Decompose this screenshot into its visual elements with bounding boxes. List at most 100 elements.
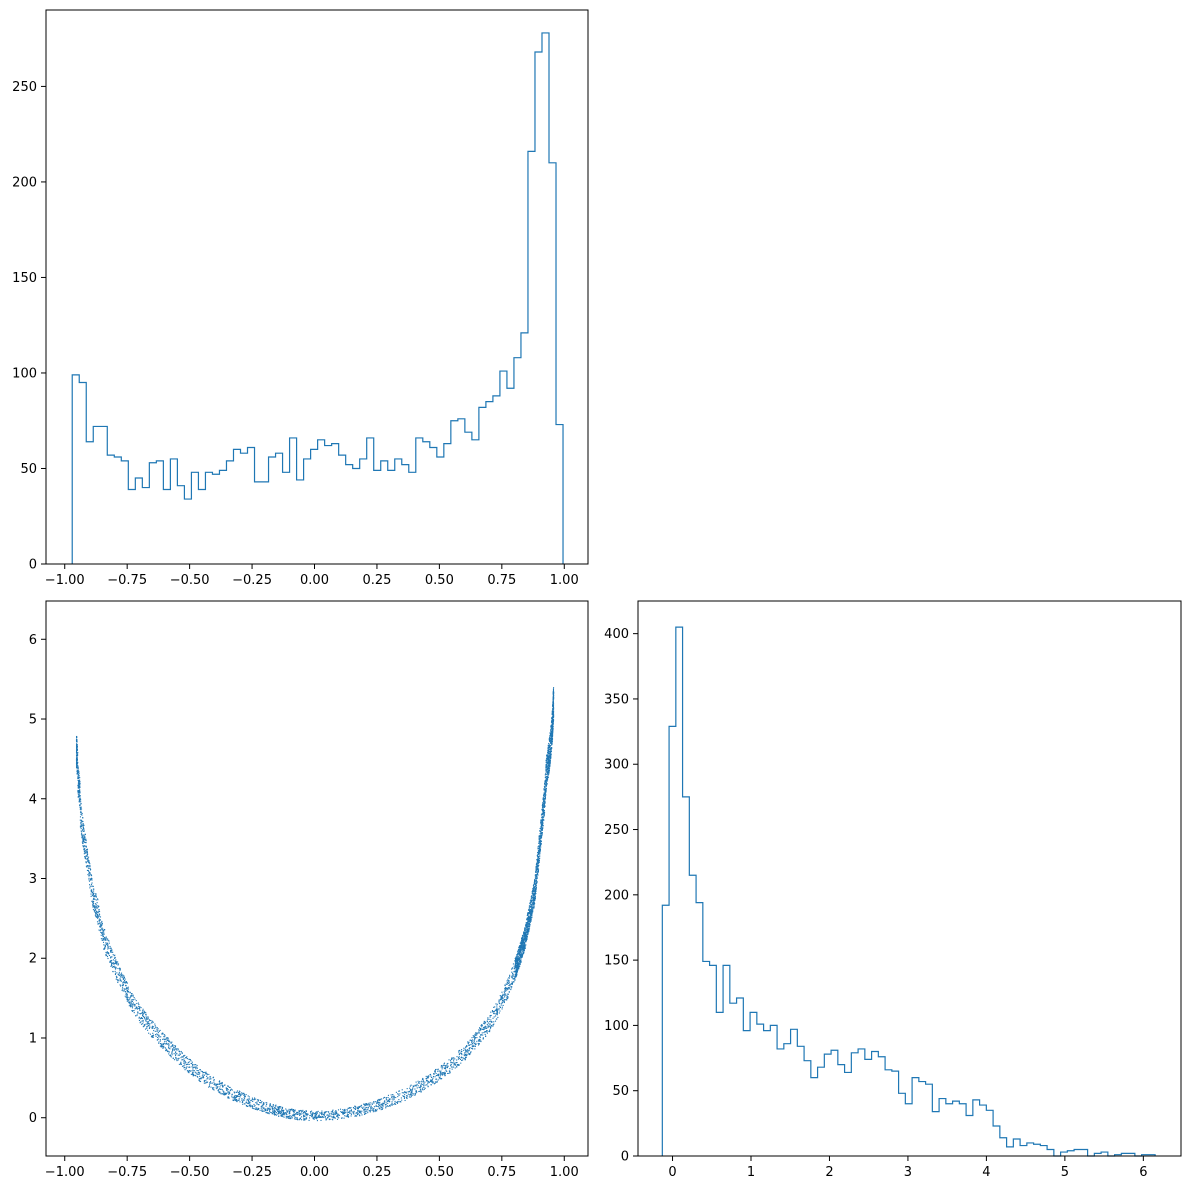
scatter-point [141, 1017, 144, 1020]
scatter-point [138, 1005, 140, 1007]
scatter-point [547, 757, 549, 760]
scatter-point [355, 1114, 357, 1116]
scatter-point [366, 1106, 368, 1108]
scatter-point [105, 955, 107, 957]
scatter-point [105, 939, 107, 941]
scatter-point [180, 1061, 182, 1063]
scatter-point [402, 1095, 405, 1098]
scatter-point [142, 1014, 144, 1016]
scatter-point [278, 1111, 280, 1114]
scatter-point [349, 1110, 351, 1112]
scatter-point [255, 1108, 257, 1110]
scatter-point [552, 729, 554, 731]
scatter-point [257, 1099, 259, 1101]
scatter-point [551, 713, 553, 716]
scatter-point [124, 982, 126, 984]
scatter-point [341, 1117, 343, 1119]
scatter-point [493, 1006, 495, 1008]
scatter-point [78, 784, 81, 786]
scatter-point [489, 1023, 491, 1025]
scatter-point [232, 1096, 234, 1099]
scatter-point [516, 968, 518, 970]
scatter-point [196, 1073, 198, 1075]
scatter-point [356, 1112, 358, 1114]
scatter-point [545, 764, 548, 766]
scatter-point [219, 1086, 221, 1088]
scatter-point [77, 787, 79, 789]
scatter-point [257, 1100, 259, 1102]
scatter-point [386, 1099, 388, 1101]
scatter-point [272, 1109, 274, 1111]
scatter-point [526, 926, 529, 928]
scatter-point [369, 1103, 371, 1106]
scatter-point [189, 1070, 191, 1072]
scatter-point [345, 1115, 347, 1117]
scatter-point [544, 806, 546, 808]
scatter-point [545, 765, 547, 768]
top-left-histogram-bin [93, 426, 100, 564]
scatter-point [123, 980, 126, 982]
scatter-point [303, 1118, 305, 1120]
scatter-point [384, 1104, 386, 1106]
scatter-point [421, 1087, 423, 1089]
top-left-histogram-bin [521, 333, 528, 564]
scatter-point [469, 1047, 471, 1049]
scatter-point [336, 1115, 338, 1117]
scatter-point [441, 1068, 443, 1070]
scatter-point [531, 910, 533, 912]
scatter-point [87, 865, 89, 867]
scatter-point [89, 884, 91, 886]
scatter-point [439, 1076, 441, 1078]
scatter-point [76, 755, 78, 757]
scatter-point [437, 1070, 439, 1072]
scatter-point [76, 760, 78, 762]
scatter-point [482, 1034, 484, 1036]
scatter-point [429, 1073, 432, 1075]
scatter-point [192, 1067, 194, 1069]
scatter-point [515, 959, 517, 961]
scatter-point [542, 825, 544, 827]
scatter-point [271, 1106, 273, 1108]
scatter-point [77, 767, 79, 769]
scatter-point [552, 696, 554, 698]
scatter-point [105, 951, 107, 953]
scatter-point [326, 1118, 328, 1120]
scatter-point [76, 741, 78, 743]
scatter-point [370, 1108, 372, 1110]
scatter-point [237, 1099, 239, 1101]
scatter-point [549, 735, 551, 737]
scatter-point [147, 1025, 149, 1027]
scatter-point [238, 1094, 240, 1096]
scatter-point [504, 987, 507, 989]
scatter-point [549, 767, 551, 769]
scatter-point [526, 938, 528, 940]
top-left-histogram-axes-frame [45, 9, 589, 565]
scatter-point [294, 1118, 296, 1120]
scatter-point [136, 1008, 138, 1010]
scatter-point [552, 705, 554, 707]
scatter-point [544, 794, 547, 796]
scatter-point [76, 735, 78, 738]
scatter-point [479, 1030, 481, 1032]
scatter-point [76, 762, 78, 764]
scatter-point [515, 965, 518, 967]
scatter-point [80, 824, 82, 826]
scatter-point [472, 1039, 474, 1041]
scatter-point [138, 1007, 140, 1010]
scatter-point [269, 1107, 271, 1109]
scatter-point [188, 1066, 190, 1068]
scatter-point [471, 1042, 473, 1044]
scatter-point [552, 694, 555, 696]
scatter-point [165, 1040, 167, 1042]
scatter-point [361, 1106, 363, 1108]
scatter-point [132, 1010, 134, 1012]
scatter-point [151, 1027, 153, 1029]
scatter-point [288, 1110, 290, 1112]
scatter-point [376, 1108, 378, 1110]
scatter-point [86, 850, 88, 852]
scatter-point [112, 970, 114, 973]
scatter-point [126, 989, 129, 991]
scatter-point [333, 1116, 335, 1118]
scatter-point [178, 1050, 180, 1052]
scatter-point [196, 1070, 198, 1072]
